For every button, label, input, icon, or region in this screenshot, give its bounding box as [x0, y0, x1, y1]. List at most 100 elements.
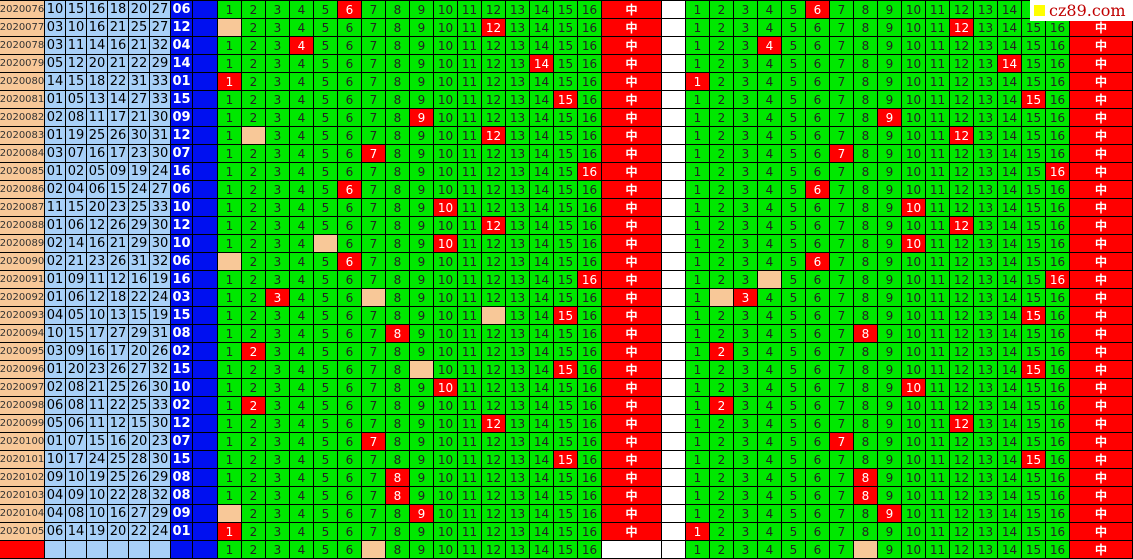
left-number-cell: 16	[578, 145, 601, 162]
right-number-cell: 7	[830, 469, 853, 486]
right-number-cell: 9	[878, 325, 901, 342]
spacer-cell	[193, 487, 217, 504]
right-number-cell: 10	[902, 253, 925, 270]
left-number-cell: 2	[242, 379, 265, 396]
right-number-cell: 10	[902, 451, 925, 468]
special-number: 10	[171, 235, 192, 252]
right-number-cell: 10	[902, 271, 925, 288]
left-number-cell: 14	[530, 253, 553, 270]
left-number-cell: 5	[314, 469, 337, 486]
right-number-cell: 14	[998, 541, 1021, 558]
right-number-cell: 14	[998, 145, 1021, 162]
right-number-cell: 5	[782, 127, 805, 144]
left-number-cell: 4	[290, 325, 313, 342]
right-number-cell: 2	[710, 127, 733, 144]
drawn-number: 20	[129, 433, 149, 450]
left-number-cell: 4	[290, 397, 313, 414]
right-number-cell: 6	[806, 541, 829, 558]
left-number-cell: 11	[458, 289, 481, 306]
left-number-cell: 10	[434, 109, 457, 126]
right-hit-cell: 7	[830, 433, 853, 450]
left-number-cell: 14	[530, 109, 553, 126]
left-number-cell: 15	[554, 379, 577, 396]
right-number-cell: 7	[830, 181, 853, 198]
right-number-cell: 15	[1022, 163, 1045, 180]
table-row: 2020102 09 10 19 25 26 29 08 1 2 3 4 5 6 7 8 9 10 11 12 13 14…	[0, 469, 1132, 486]
left-number-cell: 2	[242, 19, 265, 36]
left-number-cell: 12	[482, 109, 505, 126]
right-number-cell: 16	[1046, 181, 1069, 198]
table-row: 2020077 03 10 16 21 25 27 12 2 3 4 5 6 7 8 9 10 11 12 13 14 1…	[0, 19, 1132, 36]
left-number-cell: 10	[434, 289, 457, 306]
divider-cell	[662, 469, 685, 486]
right-number-cell: 13	[974, 433, 997, 450]
drawn-number: 02	[45, 253, 65, 270]
left-number-cell: 6	[338, 55, 361, 72]
left-number-cell: 7	[362, 235, 385, 252]
drawn-number: 06	[66, 415, 86, 432]
left-number-cell: 2	[242, 163, 265, 180]
left-number-cell: 6	[338, 145, 361, 162]
drawn-number: 25	[87, 127, 107, 144]
right-number-cell: 12	[950, 325, 973, 342]
spacer-cell	[193, 361, 217, 378]
right-number-cell: 10	[902, 73, 925, 90]
divider-cell	[662, 343, 685, 360]
right-number-cell: 9	[878, 451, 901, 468]
left-number-cell: 2	[242, 109, 265, 126]
left-number-cell: 12	[482, 181, 505, 198]
right-number-cell: 11	[926, 199, 949, 216]
drawn-number: 22	[129, 55, 149, 72]
right-hit-label: 中	[1070, 109, 1132, 126]
left-number-cell: 16	[578, 19, 601, 36]
right-number-cell: 1	[686, 325, 709, 342]
left-number-cell: 5	[314, 325, 337, 342]
right-number-cell: 7	[830, 163, 853, 180]
right-number-cell: 15	[1022, 505, 1045, 522]
left-number-cell: 6	[338, 289, 361, 306]
drawn-number: 21	[66, 253, 86, 270]
right-number-cell: 16	[1046, 325, 1069, 342]
left-number-cell: 16	[578, 397, 601, 414]
left-hit-label: 中	[602, 415, 661, 432]
right-number-cell: 3	[734, 451, 757, 468]
drawn-number: 14	[66, 235, 86, 252]
left-hit-cell: 6	[338, 181, 361, 198]
left-number-cell: 2	[242, 253, 265, 270]
left-hit-label: 中	[602, 109, 661, 126]
right-number-cell: 16	[1046, 361, 1069, 378]
left-hit-label: 中	[602, 1, 661, 18]
issue-number: 2020083	[0, 127, 44, 144]
right-number-cell: 4	[758, 415, 781, 432]
left-hit-label: 中	[602, 19, 661, 36]
left-number-cell: 11	[458, 199, 481, 216]
left-number-cell: 13	[506, 487, 529, 504]
spacer-cell	[193, 343, 217, 360]
right-number-cell: 13	[974, 73, 997, 90]
left-number-cell: 9	[410, 217, 433, 234]
spacer-cell	[193, 307, 217, 324]
left-hit-cell: 16	[578, 163, 601, 180]
left-number-cell: 10	[434, 127, 457, 144]
right-number-cell: 11	[926, 451, 949, 468]
issue-number: 2020101	[0, 451, 44, 468]
right-number-cell: 5	[782, 253, 805, 270]
drawn-number: 16	[87, 145, 107, 162]
spacer-cell	[193, 163, 217, 180]
left-number-cell: 10	[434, 253, 457, 270]
divider-cell	[662, 433, 685, 450]
drawn-number: 04	[45, 307, 65, 324]
right-number-cell: 15	[1022, 487, 1045, 504]
drawn-number: 22	[129, 289, 149, 306]
right-number-cell: 10	[902, 109, 925, 126]
right-number-cell: 5	[782, 91, 805, 108]
right-number-cell: 16	[1046, 307, 1069, 324]
right-hit-label: 中	[1070, 325, 1132, 342]
right-number-cell: 2	[710, 55, 733, 72]
left-number-cell: 9	[410, 55, 433, 72]
left-number-cell: 8	[386, 73, 409, 90]
left-skip-cell	[218, 505, 241, 522]
issue-number: 2020092	[0, 289, 44, 306]
drawn-number: 23	[129, 145, 149, 162]
right-number-cell: 14	[998, 37, 1021, 54]
